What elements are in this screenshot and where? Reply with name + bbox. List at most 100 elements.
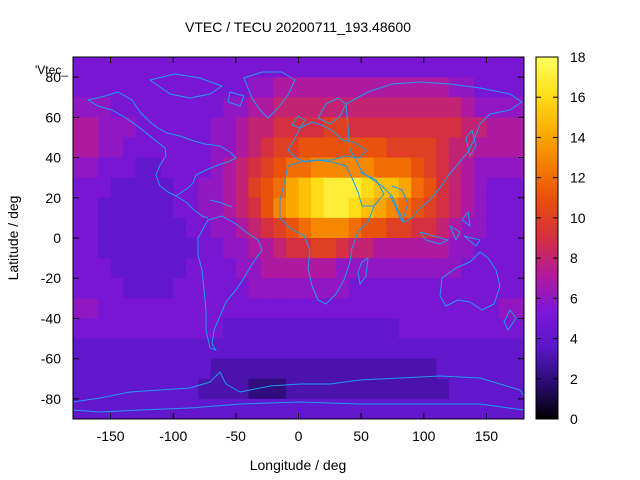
heatmap-cell xyxy=(411,338,425,360)
heatmap-cell xyxy=(486,77,500,98)
heatmap-cell xyxy=(411,278,425,299)
coastline-indonesia xyxy=(419,211,481,247)
heatmap-cell xyxy=(498,398,513,419)
heatmap-cell xyxy=(411,318,425,340)
heatmap-cell xyxy=(386,378,400,400)
heatmap-cell xyxy=(436,378,450,400)
heatmap-cell xyxy=(486,197,500,219)
heatmap-cell xyxy=(248,358,262,380)
heatmap-cell xyxy=(423,177,437,199)
heatmap-cell xyxy=(298,318,312,340)
heatmap-cell xyxy=(398,57,412,78)
heatmap-cell xyxy=(486,358,500,380)
heatmap-cell xyxy=(423,137,437,159)
heatmap-cell xyxy=(361,378,375,400)
heatmap-cell xyxy=(98,117,112,139)
heatmap-cell xyxy=(198,177,212,199)
heatmap-cell xyxy=(160,97,174,118)
heatmap-cell xyxy=(173,318,187,340)
heatmap-cell xyxy=(223,358,237,380)
coastline-outlines xyxy=(73,71,524,413)
heatmap-cell xyxy=(285,338,300,360)
heatmap-cell xyxy=(373,197,387,219)
heatmap-cell xyxy=(173,157,187,179)
heatmap-cell xyxy=(336,217,350,239)
heatmap-cell xyxy=(85,57,99,78)
heatmap-cell xyxy=(235,177,249,199)
heatmap-cell xyxy=(448,217,462,239)
heatmap-cell xyxy=(298,177,312,199)
heatmap-cell xyxy=(423,338,437,360)
heatmap-cell xyxy=(336,157,350,179)
heatmap-cell xyxy=(210,77,224,98)
heatmap-cell xyxy=(85,117,99,139)
heatmap-cell xyxy=(336,398,350,419)
heatmap-cell xyxy=(348,338,362,360)
heatmap-cell xyxy=(323,258,337,279)
heatmap-cell xyxy=(461,177,475,199)
heatmap-cell xyxy=(123,358,137,380)
heatmap-cell xyxy=(148,97,162,118)
coastline-arabia-india xyxy=(359,171,409,223)
coastline-south-america xyxy=(197,215,263,351)
heatmap-cell xyxy=(110,298,124,320)
heatmap-cell xyxy=(123,77,137,98)
heatmap-cell xyxy=(85,177,99,199)
heatmap-cell xyxy=(311,298,325,320)
heatmap-cell xyxy=(398,157,412,179)
heatmap-cell xyxy=(260,318,275,340)
heatmap-cell xyxy=(85,298,99,320)
heatmap-cell xyxy=(473,278,488,299)
heatmap-cell xyxy=(73,77,87,98)
colorbar-tick-label: 14 xyxy=(570,129,586,145)
x-tick-label: 100 xyxy=(412,428,436,444)
heatmap-cell xyxy=(436,338,450,360)
heatmap-cell xyxy=(473,338,488,360)
heatmap-cell xyxy=(448,197,462,219)
heatmap-cell xyxy=(511,338,524,360)
heatmap-cell xyxy=(248,278,262,299)
heatmap-cell xyxy=(436,298,450,320)
heatmap-cell xyxy=(123,398,137,419)
heatmap-cell xyxy=(260,358,275,380)
heatmap-cell xyxy=(260,278,275,299)
heatmap-cell xyxy=(235,157,249,179)
heatmap-cell xyxy=(173,117,187,139)
heatmap-cell xyxy=(461,217,475,239)
heatmap-cell xyxy=(210,117,224,139)
y-tick-label: -60 xyxy=(41,351,61,367)
heatmap-cell xyxy=(85,217,99,239)
heatmap-cell xyxy=(336,378,350,400)
heatmap-cell xyxy=(223,398,237,419)
coastline-japan xyxy=(465,129,477,157)
heatmap-cell xyxy=(461,97,475,118)
heatmap-cell xyxy=(336,117,350,139)
heatmap-cell xyxy=(436,137,450,159)
heatmap-cell xyxy=(135,117,149,139)
heatmap-cell xyxy=(135,97,149,118)
heatmap-cell xyxy=(110,57,124,78)
heatmap-cell xyxy=(323,77,337,98)
coastline-north-america xyxy=(87,91,237,197)
heatmap-cell xyxy=(223,177,237,199)
heatmap-cell xyxy=(311,378,325,400)
heatmap-cell xyxy=(448,338,462,360)
heatmap-cell xyxy=(148,258,162,279)
heatmap-cell xyxy=(473,398,488,419)
heatmap-cell xyxy=(148,57,162,78)
heatmap-cell xyxy=(248,137,262,159)
heatmap-cell xyxy=(323,318,337,340)
heatmap-cell xyxy=(461,398,475,419)
heatmap-cell xyxy=(73,157,87,179)
coastline-madagascar xyxy=(357,257,369,285)
heatmap-cell xyxy=(348,197,362,219)
heatmap-cell xyxy=(386,97,400,118)
heatmap-cell xyxy=(511,358,524,380)
heatmap-cell xyxy=(285,238,300,259)
heatmap-cell xyxy=(348,238,362,259)
heatmap-cell xyxy=(398,177,412,199)
heatmap-cell xyxy=(235,238,249,259)
heatmap-cell xyxy=(336,57,350,78)
heatmap-cell xyxy=(298,278,312,299)
heatmap-cell xyxy=(85,338,99,360)
